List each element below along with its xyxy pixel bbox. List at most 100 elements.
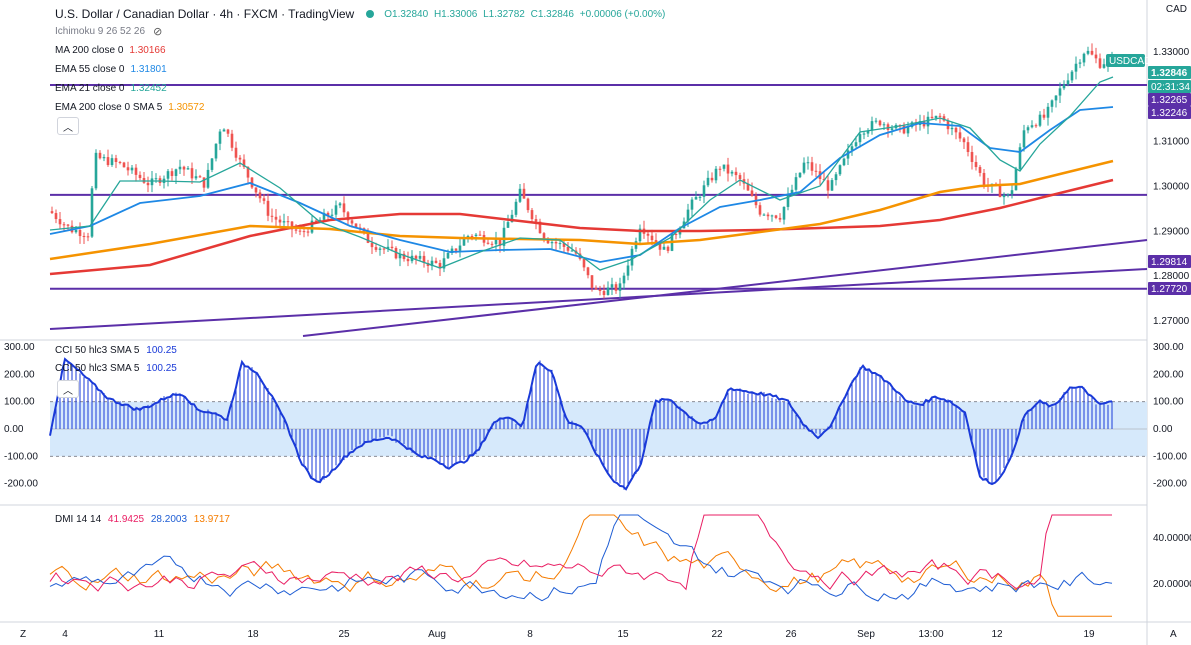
candle-body — [862, 133, 866, 135]
candle-body — [126, 167, 130, 171]
candle-body — [662, 246, 666, 250]
candle-body — [406, 259, 410, 262]
candle-body — [334, 205, 338, 215]
candle-body — [1086, 50, 1090, 54]
candle-body — [834, 174, 838, 181]
candle-body — [934, 115, 938, 118]
candle-body — [702, 185, 706, 197]
candle-body — [458, 245, 462, 251]
price-tag-label: 1.32246 — [1151, 108, 1188, 119]
candle-body — [654, 240, 658, 243]
candle-body — [878, 120, 882, 126]
candle-body — [1030, 125, 1034, 128]
ichimoku-legend[interactable]: Ichimoku 9 26 52 26 ⊘ — [55, 22, 668, 41]
candle-body — [810, 162, 814, 171]
cci-legend-2[interactable]: CCI 50 hlc3 SMA 5 100.25 — [55, 363, 177, 374]
candle-body — [554, 242, 558, 244]
candle-body — [430, 260, 434, 266]
candle-body — [738, 175, 742, 180]
candle-body — [134, 167, 138, 175]
time-tick-label: 25 — [338, 629, 350, 640]
candle-body — [698, 196, 702, 198]
symbol-title[interactable]: U.S. Dollar / Canadian Dollar · 4h · FXC… — [55, 7, 355, 21]
candle-body — [594, 287, 598, 290]
candle-body — [766, 214, 770, 217]
candle-body — [74, 229, 78, 233]
symbol-header[interactable]: U.S. Dollar / Canadian Dollar · 4h · FXC… — [55, 6, 668, 22]
auto-scale-icon[interactable]: A — [1170, 629, 1177, 640]
ma200-value: 1.30166 — [129, 45, 166, 56]
price-tick-label: 1.29000 — [1153, 226, 1190, 237]
candle-body — [1038, 114, 1042, 126]
candle-body — [1022, 130, 1026, 148]
cci-left-tick: 300.00 — [4, 342, 35, 353]
cci-pane[interactable]: 300.00 200.00 100.00 0.00 -100.00 -200.00 — [4, 342, 1147, 491]
time-tick-label: 13:00 — [918, 629, 943, 640]
cci-collapse-button[interactable]: ︿ — [57, 380, 79, 398]
candle-body — [974, 161, 978, 168]
candle-body — [218, 131, 222, 144]
candle-body — [1094, 54, 1098, 59]
dmi-adx-value: 13.9717 — [193, 514, 230, 525]
dmi-pane[interactable] — [49, 514, 1113, 617]
ma200-legend[interactable]: MA 200 close 0 1.30166 — [55, 41, 668, 60]
candle-body — [570, 250, 574, 252]
candle-body — [618, 283, 622, 291]
candle-body — [546, 239, 550, 244]
price-tick-label: 1.30000 — [1153, 182, 1190, 193]
price-tick-label: 1.27000 — [1153, 316, 1190, 327]
ema21-legend[interactable]: EMA 21 close 0 1.32452 — [55, 79, 668, 98]
candle-body — [1098, 58, 1102, 68]
dmi-right-tick: 40.00000 — [1153, 533, 1191, 544]
candle-body — [398, 253, 402, 259]
time-axis[interactable]: 4 11 18 25 Aug 8 15 22 26 Sep 13:00 12 19 Z A — [20, 629, 1177, 640]
candle-body — [486, 242, 490, 244]
candle-body — [510, 214, 514, 223]
candle-body — [666, 246, 670, 251]
price-axis[interactable]: 1.33000 1.31000 1.30000 1.29000 1.28000 1.270… — [1106, 47, 1191, 590]
price-tag-label: 1.29814 — [1151, 257, 1188, 268]
candle-body — [566, 246, 570, 251]
candle-body — [302, 231, 306, 233]
candle-body — [418, 255, 422, 259]
candle-body — [174, 169, 178, 176]
candle-body — [346, 212, 350, 221]
cci-label-2: CCI 50 hlc3 SMA 5 — [55, 363, 140, 374]
candle-body — [474, 234, 478, 237]
timezone-icon[interactable]: Z — [20, 629, 26, 640]
candle-body — [534, 219, 538, 222]
hidden-eye-icon[interactable]: ⊘ — [153, 26, 163, 38]
ema55-legend[interactable]: EMA 55 close 0 1.31801 — [55, 60, 668, 79]
dmi-minus-value: 28.2003 — [150, 514, 188, 525]
candle-body — [1010, 190, 1014, 195]
candle-body — [610, 284, 614, 288]
price-pane[interactable] — [49, 43, 1148, 337]
candle-body — [262, 198, 266, 201]
cci-value-2: 100.25 — [146, 363, 177, 374]
candle-body — [354, 223, 358, 228]
candle-body — [1042, 114, 1046, 118]
candle-body — [950, 127, 954, 130]
candle-body — [726, 164, 730, 174]
candle-body — [110, 158, 114, 166]
candle-body — [966, 142, 970, 153]
candle-body — [690, 199, 694, 210]
cci-right-tick: 300.00 — [1153, 342, 1184, 353]
dmi-legend[interactable]: DMI 14 14 41.9425 28.2003 13.9717 — [55, 514, 230, 525]
ma200-line — [49, 178, 1114, 276]
candle-body — [266, 200, 270, 216]
candle-body — [178, 166, 182, 170]
candle-body — [794, 177, 798, 190]
ema200-legend[interactable]: EMA 200 close 0 SMA 5 1.30572 — [55, 98, 668, 117]
currency-label[interactable]: CAD — [1165, 4, 1187, 15]
candle-body — [122, 162, 126, 168]
cci-legend-1[interactable]: CCI 50 hlc3 SMA 5 100.25 — [55, 345, 177, 356]
cci-label-1: CCI 50 hlc3 SMA 5 — [55, 345, 140, 356]
ohlc-change: +0.00006 (+0.00%) — [579, 8, 666, 20]
cci-right-tick: 0.00 — [1153, 424, 1173, 435]
candle-body — [778, 217, 782, 220]
legend-collapse-button[interactable]: ︿ — [57, 117, 79, 135]
cci-left-tick: 100.00 — [4, 397, 35, 408]
candle-body — [438, 262, 442, 269]
